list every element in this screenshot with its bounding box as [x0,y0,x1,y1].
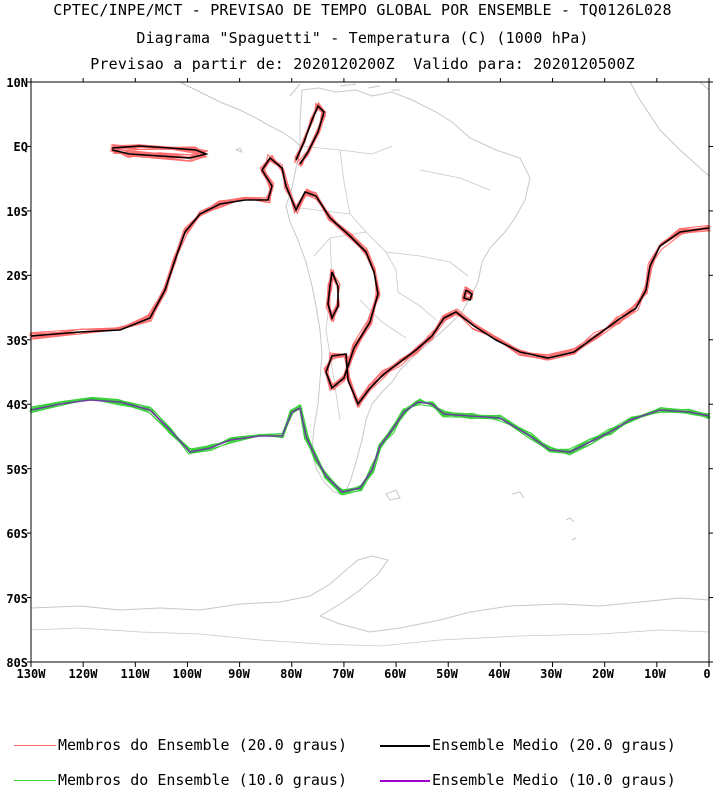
south-georgia [511,491,525,499]
spaghetti-map: 10N EQ 10S 20S 30S 40S 50S 60S 70S 80S 1… [6,76,713,680]
lat-label: 10S [6,205,28,219]
legend-swatch-mean20 [380,745,430,747]
legend-label-mean10: Ensemble Medio (10.0 graus) [432,771,676,789]
iso20-mean-isotherm [111,145,209,159]
antarctica-coast [30,555,710,633]
iso10-member-isotherm [30,396,708,495]
lat-label: 50S [6,463,28,477]
legend-row-10: Membros do Ensemble (10.0 graus) Ensembl… [0,771,725,793]
lat-label: 20S [6,269,28,283]
contours-layer [28,101,712,496]
lat-label: 40S [6,398,28,412]
lat-label: EQ [14,140,28,154]
lat-label: 60S [6,527,28,541]
iso10-mean-isotherm [30,399,710,493]
lon-label: 40W [488,667,510,680]
falkland-islands [385,489,401,501]
galapagos-islands [234,147,243,153]
lon-label: 120W [69,667,99,680]
lon-label: 130W [17,667,47,680]
lon-label: 80W [280,667,302,680]
axis-ticks [27,78,713,667]
coastlines-layer [30,81,710,647]
antarctica-inner-coast [30,627,710,647]
iso20-member-isotherm [111,144,209,158]
lat-label: 30S [6,334,28,348]
legend-label-member20: Membros do Ensemble (20.0 graus) [58,736,347,754]
south-america-coast [285,87,531,495]
lat-label: 80S [6,656,28,670]
lon-label: 90W [228,667,250,680]
caribbean-islands [339,83,400,91]
lon-label: 0 [703,667,710,680]
map-frame [30,81,710,663]
lat-label: 70S [6,592,28,606]
legend-swatch-mean10 [380,780,430,782]
lon-label: 50W [436,667,458,680]
iso20-mean-isotherm [30,156,710,406]
iso20-mean-isotherm [327,271,339,321]
legend-label-member10: Membros do Ensemble (10.0 graus) [58,771,347,789]
legend-swatch-member20 [14,745,56,746]
forecast-validity: Previsao a partir de: 2020120200Z Valido… [90,55,635,73]
lon-label: 70W [332,667,354,680]
legend-label-mean20: Ensemble Medio (20.0 graus) [432,736,676,754]
africa-coast [629,81,710,177]
iso20-mean-isotherm [295,104,325,165]
legend-swatch-member10 [14,780,56,781]
iso20-mean-isotherm [463,289,473,302]
lat-label: 10N [6,76,28,90]
lon-label: 10W [644,667,666,680]
iso20-member-isotherm [32,159,710,407]
lon-label: 60W [384,667,406,680]
lon-label: 30W [540,667,562,680]
lon-label: 100W [173,667,203,680]
chart-title: CPTEC/INPE/MCT - PREVISAO DE TEMPO GLOBA… [53,1,672,19]
iso20-member-isotherm [461,288,473,299]
lon-label: 110W [121,667,151,680]
legend-row-20: Membros do Ensemble (20.0 graus) Ensembl… [0,736,725,758]
chart-subtitle: Diagrama "Spaguetti" - Temperatura (C) (… [136,29,589,47]
south-orkney-islands [565,517,577,541]
central-america-coast [179,81,301,147]
lon-label: 20W [592,667,614,680]
plot-area [31,82,709,662]
